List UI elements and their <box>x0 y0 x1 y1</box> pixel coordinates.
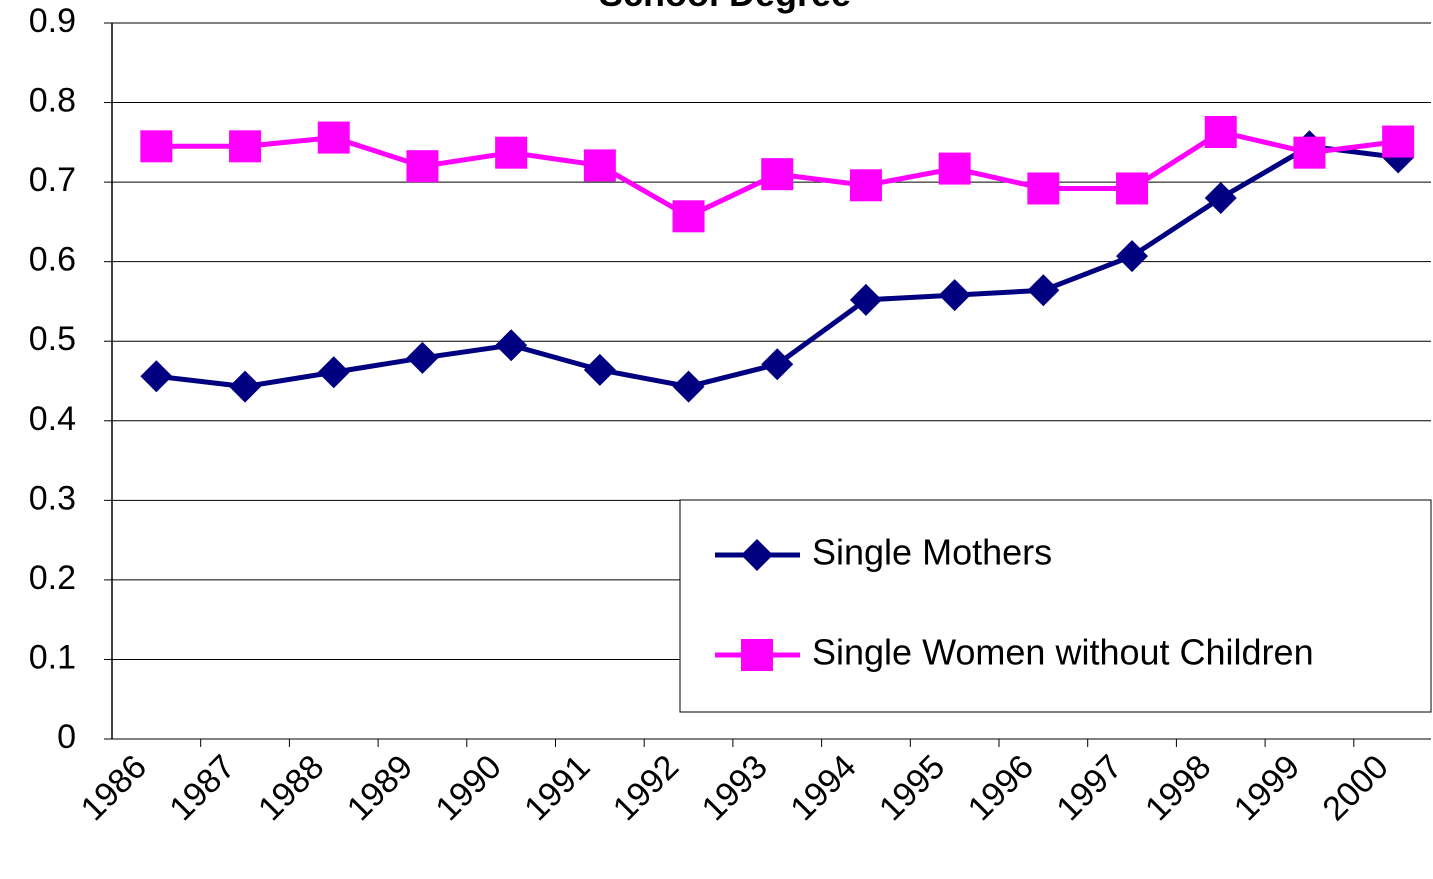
marker <box>317 121 350 154</box>
x-tick-label: 1989 <box>340 748 420 828</box>
marker <box>672 200 705 233</box>
marker <box>761 348 794 381</box>
legend-label: Single Women without Children <box>812 632 1314 673</box>
marker <box>1116 172 1149 205</box>
legend-marker <box>741 539 773 571</box>
y-tick-label: 0.8 <box>29 82 76 120</box>
marker <box>317 356 350 389</box>
legend-box <box>679 499 1432 713</box>
marker <box>1027 172 1060 205</box>
marker <box>406 341 439 374</box>
x-tick-label: 1994 <box>783 748 863 828</box>
marker <box>938 152 971 185</box>
x-tick-label: 1996 <box>961 748 1041 828</box>
y-tick-label: 0.6 <box>29 241 76 279</box>
y-tick-label: 0.4 <box>29 400 76 438</box>
marker <box>583 353 616 386</box>
marker <box>229 130 262 163</box>
y-tick-label: 0.9 <box>29 2 76 40</box>
x-tick-label: 1997 <box>1049 748 1129 828</box>
y-tick-label: 0.2 <box>29 559 76 597</box>
y-tick-label: 0.3 <box>29 479 76 517</box>
marker <box>1382 125 1415 158</box>
marker <box>229 370 262 403</box>
x-tick-label: 1988 <box>251 748 331 828</box>
x-tick-label: 1998 <box>1138 748 1218 828</box>
legend-marker <box>741 639 773 671</box>
marker <box>1027 274 1060 307</box>
marker <box>1293 136 1326 169</box>
x-tick-label: 2000 <box>1315 748 1395 828</box>
marker <box>761 158 794 191</box>
marker <box>938 279 971 312</box>
x-tick-label: 1986 <box>74 748 154 828</box>
marker <box>406 150 439 183</box>
x-tick-label: 1990 <box>428 748 508 828</box>
x-tick-label: 1987 <box>162 748 242 828</box>
marker <box>672 370 705 403</box>
marker <box>140 360 173 393</box>
y-tick-label: 0.7 <box>29 161 76 199</box>
x-tick-label: 1991 <box>517 748 597 828</box>
marker <box>1204 115 1237 148</box>
y-tick-label: 0.5 <box>29 320 76 358</box>
marker <box>1116 240 1149 273</box>
marker <box>140 130 173 163</box>
x-tick-label: 1993 <box>695 748 775 828</box>
y-tick-label: 0 <box>57 718 76 756</box>
legend-label: Single Mothers <box>812 532 1052 573</box>
marker <box>849 283 882 316</box>
x-tick-label: 1995 <box>872 748 952 828</box>
marker <box>1204 182 1237 215</box>
chart-title: School Degree <box>599 0 851 14</box>
x-tick-label: 1999 <box>1227 748 1307 828</box>
marker <box>583 149 616 182</box>
marker <box>495 329 528 362</box>
marker <box>849 169 882 202</box>
x-tick-label: 1992 <box>606 748 686 828</box>
y-tick-label: 0.1 <box>29 638 76 676</box>
marker <box>495 136 528 169</box>
